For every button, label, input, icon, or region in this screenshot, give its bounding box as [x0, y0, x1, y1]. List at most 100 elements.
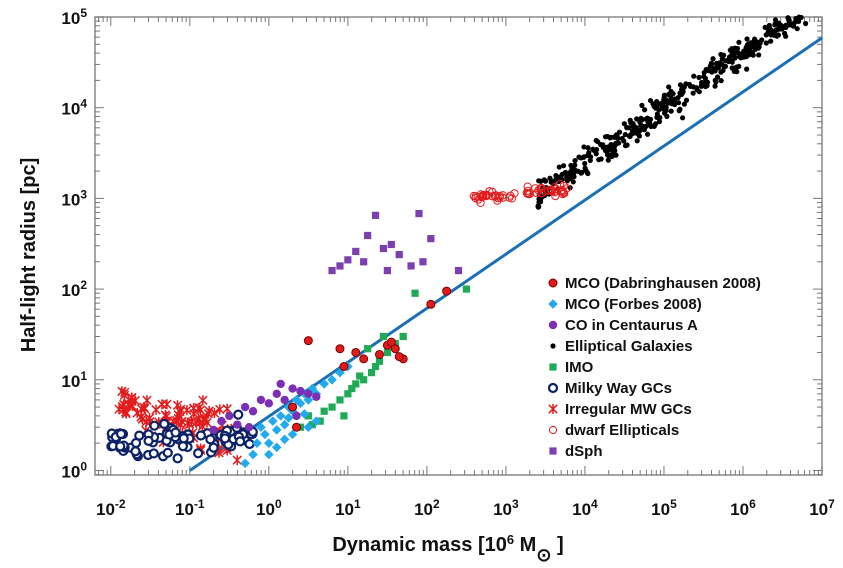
point-mco-dabringhausen-2008	[303, 336, 313, 346]
point-mco-forbes-2008	[327, 374, 337, 385]
point-elliptical-galaxies	[666, 84, 672, 90]
point-mco-forbes-2008	[279, 434, 290, 445]
point-imo	[367, 368, 376, 377]
point-co-in-centaurus-a	[288, 384, 297, 393]
point-elliptical-galaxies	[745, 52, 752, 58]
point-elliptical-galaxies	[768, 38, 774, 44]
point-irregular-mw-gcs	[162, 399, 172, 410]
x-tick-label: 105	[651, 497, 677, 519]
point-elliptical-galaxies	[637, 119, 643, 125]
legend-marker	[548, 320, 558, 330]
point-mco-dabringhausen-2008	[339, 362, 349, 372]
point-elliptical-galaxies	[668, 108, 674, 114]
point-dwarf-ellipticals	[537, 183, 546, 192]
point-elliptical-galaxies	[785, 15, 791, 21]
point-elliptical-galaxies	[736, 63, 742, 70]
point-dsph	[371, 211, 380, 219]
point-elliptical-galaxies	[772, 17, 779, 23]
point-elliptical-galaxies	[675, 94, 681, 101]
point-dwarf-ellipticals	[556, 187, 566, 196]
point-imo	[336, 396, 344, 404]
point-elliptical-galaxies	[640, 123, 646, 129]
point-elliptical-galaxies	[714, 74, 721, 80]
point-elliptical-galaxies	[710, 56, 716, 62]
point-elliptical-galaxies	[594, 138, 601, 145]
point-irregular-mw-gcs	[139, 403, 150, 414]
point-milky-way-gcs	[235, 436, 246, 447]
point-elliptical-galaxies	[665, 91, 672, 98]
point-elliptical-galaxies	[602, 134, 609, 140]
point-elliptical-galaxies	[582, 160, 588, 167]
point-mco-dabringhausen-2008	[442, 286, 452, 296]
point-elliptical-galaxies	[538, 178, 544, 184]
point-elliptical-galaxies	[665, 100, 671, 106]
point-elliptical-galaxies	[569, 168, 575, 175]
point-elliptical-galaxies	[622, 131, 628, 138]
point-imo	[328, 403, 336, 411]
point-elliptical-galaxies	[608, 134, 614, 140]
legend-marker	[550, 343, 556, 349]
x-tick-label: 102	[414, 497, 440, 519]
point-elliptical-galaxies	[661, 97, 667, 103]
point-dwarf-ellipticals	[474, 195, 483, 204]
series-imo	[296, 285, 471, 431]
point-elliptical-galaxies	[766, 25, 773, 31]
point-milky-way-gcs	[172, 453, 183, 464]
point-mco-forbes-2008	[248, 449, 258, 460]
point-elliptical-galaxies	[632, 127, 638, 133]
point-dwarf-ellipticals	[510, 189, 519, 198]
point-elliptical-galaxies	[744, 36, 750, 42]
point-milky-way-gcs	[115, 441, 126, 452]
point-irregular-mw-gcs	[182, 405, 192, 416]
point-elliptical-galaxies	[570, 179, 576, 185]
point-elliptical-galaxies	[562, 169, 568, 176]
point-elliptical-galaxies	[556, 164, 562, 170]
point-elliptical-galaxies	[719, 56, 725, 62]
point-elliptical-galaxies	[729, 65, 735, 71]
point-irregular-mw-gcs	[172, 400, 183, 411]
legend-marker	[547, 382, 559, 394]
point-dsph	[383, 266, 391, 275]
point-irregular-mw-gcs	[125, 400, 135, 411]
point-elliptical-galaxies	[634, 138, 640, 144]
point-irregular-mw-gcs	[151, 404, 161, 415]
legend-label: dwarf Ellipticals	[565, 422, 679, 439]
point-co-in-centaurus-a	[304, 389, 313, 399]
point-elliptical-galaxies	[576, 154, 582, 160]
point-dwarf-ellipticals	[523, 182, 532, 191]
point-imo	[383, 348, 391, 357]
point-co-in-centaurus-a	[240, 402, 250, 412]
point-dsph	[395, 250, 403, 259]
point-milky-way-gcs	[148, 448, 159, 459]
point-dwarf-ellipticals	[552, 184, 561, 194]
point-elliptical-galaxies	[587, 154, 594, 160]
point-mco-forbes-2008	[267, 416, 278, 426]
legend-label: CO in Centaurus A	[565, 317, 698, 334]
series-co-in-centaurus-a	[209, 379, 321, 435]
tick-labels: 10-2 10-1 100 101 102 103 104 105 106 107 100 101 10…	[61, 6, 835, 519]
point-dsph	[364, 231, 372, 240]
point-elliptical-galaxies	[712, 83, 718, 89]
point-dwarf-ellipticals	[478, 190, 488, 200]
x-tick-label: 104	[572, 497, 598, 519]
point-elliptical-galaxies	[709, 61, 715, 67]
point-elliptical-galaxies	[679, 115, 686, 121]
point-elliptical-galaxies	[765, 30, 771, 37]
point-mco-forbes-2008	[303, 395, 314, 405]
point-elliptical-galaxies	[581, 154, 587, 160]
legend-label: Milky Way GCs	[565, 380, 672, 397]
point-imo	[304, 412, 312, 420]
point-elliptical-galaxies	[578, 170, 584, 176]
point-imo	[320, 407, 328, 415]
point-elliptical-galaxies	[677, 106, 683, 112]
point-mco-forbes-2008	[252, 438, 262, 448]
point-elliptical-galaxies	[707, 65, 713, 71]
x-tick-label: 100	[256, 497, 282, 519]
point-dsph	[387, 240, 395, 249]
point-elliptical-galaxies	[572, 157, 578, 164]
point-mco-forbes-2008	[240, 458, 250, 469]
point-co-in-centaurus-a	[217, 416, 226, 426]
point-co-in-centaurus-a	[296, 386, 305, 396]
point-irregular-mw-gcs	[142, 395, 152, 406]
point-dsph	[336, 262, 344, 270]
